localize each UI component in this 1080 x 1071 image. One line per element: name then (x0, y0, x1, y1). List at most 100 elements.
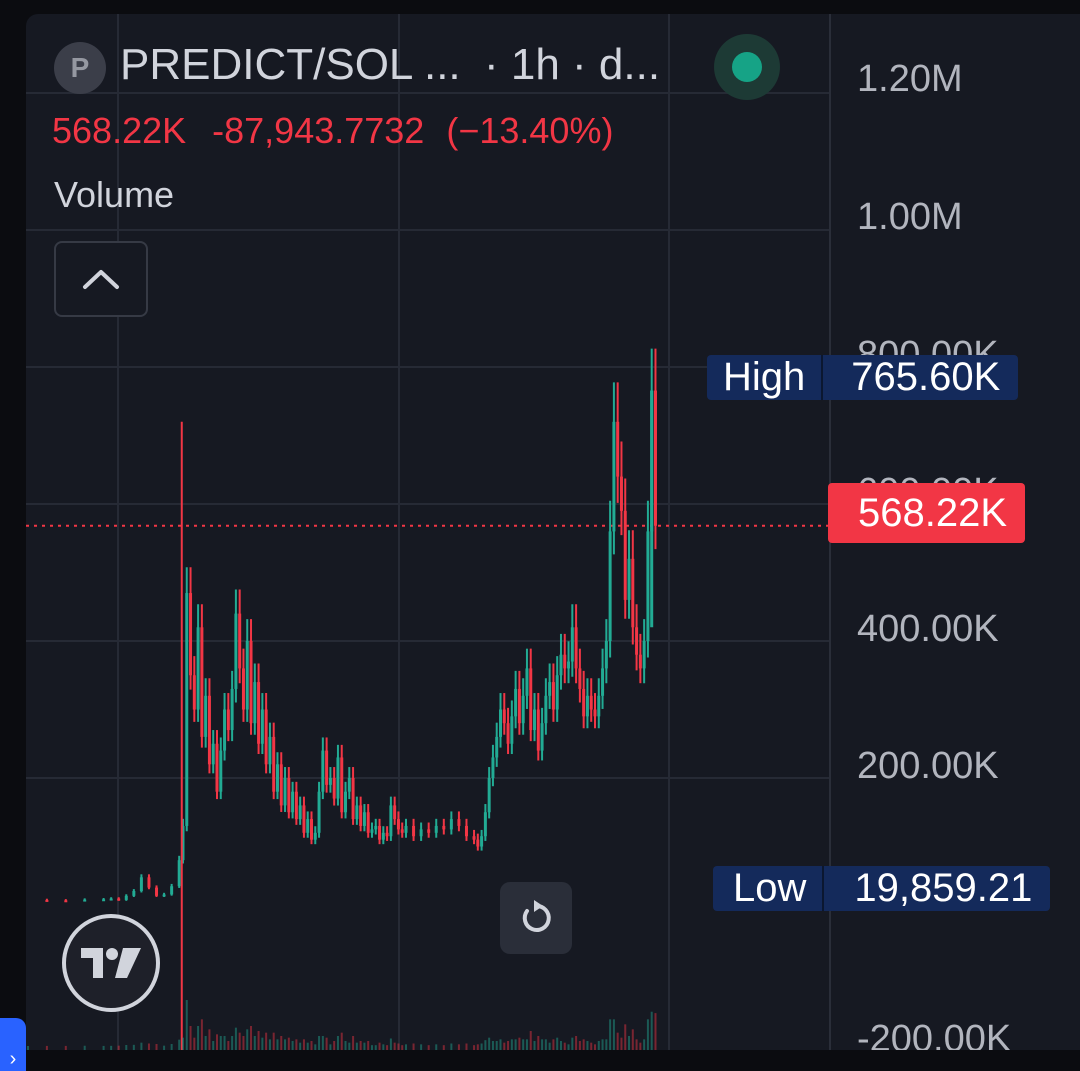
candle-body (306, 819, 310, 833)
volume-bar (643, 1039, 646, 1050)
candle-body (510, 716, 514, 744)
candle-body (249, 641, 253, 724)
candle-body (211, 743, 215, 765)
volume-bar (242, 1036, 245, 1050)
candle-body (347, 778, 351, 792)
volume-bar (567, 1044, 570, 1050)
candle-body (517, 688, 521, 724)
volume-bar (650, 1011, 653, 1050)
y-tick-label: 400.00K (857, 608, 999, 650)
candle-body (476, 839, 480, 847)
candle-body (567, 661, 571, 669)
candle-body (245, 641, 249, 710)
volume-bar (616, 1032, 619, 1050)
volume-bar (480, 1043, 483, 1050)
volume-bar (178, 1039, 181, 1050)
candle-body (593, 709, 597, 717)
volume-bar (571, 1037, 574, 1050)
candle-body (64, 900, 68, 903)
candle-body (472, 836, 476, 840)
volume-bar (575, 1036, 578, 1050)
volume-bar (495, 1041, 498, 1050)
candle-body (207, 695, 211, 765)
volume-bar (197, 1026, 200, 1050)
volume-bar (318, 1036, 321, 1050)
candle-body (570, 627, 574, 662)
volume-bar (27, 1046, 29, 1050)
reset-rotate-icon (522, 900, 551, 932)
candle-body (155, 887, 159, 896)
candle-body (487, 778, 491, 813)
volume-bar (265, 1032, 268, 1050)
volume-bar (257, 1031, 260, 1050)
volume-bar (374, 1045, 377, 1050)
volume-bar (246, 1029, 249, 1050)
volume-bar (405, 1044, 407, 1050)
candle-body (257, 682, 261, 744)
volume-bar (525, 1039, 528, 1050)
interval-label[interactable]: · 1h · d... (484, 40, 661, 89)
candle-body (502, 709, 506, 724)
volume-bar (412, 1043, 415, 1050)
reset-chart-button[interactable] (500, 882, 572, 954)
volume-bar (276, 1039, 279, 1050)
candle-body (653, 390, 657, 526)
candle-body (355, 805, 359, 820)
candle-body (287, 778, 291, 813)
volume-bar (510, 1039, 513, 1050)
collapse-legend-button[interactable] (54, 241, 148, 317)
volume-bar (280, 1036, 283, 1050)
volume-bar (389, 1038, 392, 1050)
volume-indicator-label[interactable]: Volume (54, 174, 175, 215)
candle-body (514, 688, 518, 717)
candle-body (313, 832, 317, 840)
volume-bar (552, 1039, 555, 1050)
candle-body (412, 825, 416, 837)
candle-body (298, 805, 302, 820)
candle-body (533, 709, 537, 731)
volume-bar (250, 1026, 253, 1050)
side-panel-toggle[interactable]: › (0, 1018, 26, 1071)
candle-body (321, 750, 325, 792)
volume-bar (227, 1041, 230, 1050)
y-tick-label: 200.00K (857, 745, 999, 787)
candle-body (279, 764, 283, 806)
candle-body (499, 709, 502, 737)
volume-bar (556, 1037, 559, 1050)
candle-body (612, 421, 616, 532)
volume-bar (537, 1036, 540, 1050)
candle-body (215, 743, 219, 792)
price-change-legend: 568.22K -87,943.7732 (−13.40%) (52, 110, 629, 152)
tradingview-logo[interactable] (62, 914, 160, 1012)
volume-bar (83, 1045, 86, 1050)
candle-body (275, 764, 279, 792)
candle-body (196, 627, 200, 710)
candle-body (396, 819, 400, 830)
candle-body (223, 709, 227, 751)
market-status-indicator[interactable] (714, 34, 780, 100)
volume-bar (329, 1044, 332, 1050)
volume-bar (302, 1039, 305, 1050)
candle-body (646, 531, 650, 641)
volume-bar (321, 1036, 324, 1050)
volume-bar (503, 1042, 506, 1050)
volume-bar (514, 1039, 517, 1050)
candle-body (389, 805, 393, 837)
candle-body (366, 812, 370, 833)
candle-body (200, 627, 204, 737)
volume-bar (367, 1041, 370, 1050)
candle-body (260, 709, 264, 744)
candle-body (483, 812, 487, 837)
symbol-title[interactable]: PREDICT/SOL ... (120, 40, 461, 89)
volume-bar (45, 1045, 48, 1050)
volume-bar (624, 1024, 627, 1050)
volume-bar (336, 1036, 339, 1050)
low-value: 19,859.21 (822, 865, 1051, 911)
volume-bar (639, 1042, 642, 1050)
change-absolute: -87,943.7732 (212, 110, 425, 151)
candle-body (185, 593, 189, 826)
volume-bar (189, 1026, 192, 1050)
candle-body (582, 688, 586, 717)
candle-body (181, 825, 185, 861)
y-tick-label: -200.00K (857, 1018, 1012, 1050)
